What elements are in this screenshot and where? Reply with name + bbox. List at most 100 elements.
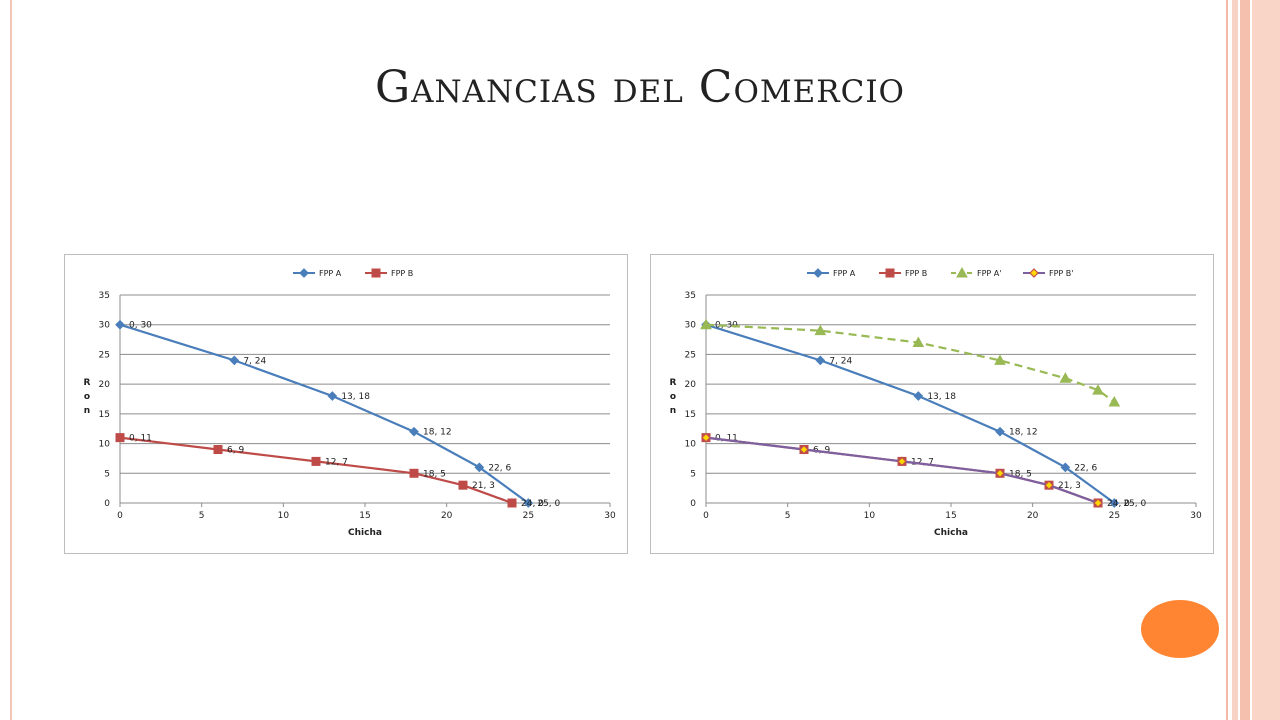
- slide-title: Ganancias del Comercio: [375, 62, 905, 113]
- legend-label: FPP B: [905, 269, 927, 278]
- data-point: [311, 456, 321, 466]
- y-tick-label: 15: [685, 410, 696, 420]
- y-tick-label: 10: [99, 440, 111, 450]
- data-label: 18, 12: [1009, 428, 1038, 438]
- series-line-fppb: [705, 436, 1099, 505]
- data-label: 22, 6: [1074, 463, 1097, 473]
- data-label: 6, 9: [813, 446, 830, 456]
- x-tick-label: 25: [523, 511, 534, 521]
- right-deco-stripe-2: [1232, 0, 1238, 720]
- legend-item: FPP A: [807, 268, 856, 278]
- legend-item: FPP B: [365, 268, 413, 278]
- x-tick-label: 20: [1027, 511, 1039, 521]
- legend-marker: [956, 266, 968, 278]
- legend-marker: [299, 268, 309, 278]
- data-point: [701, 432, 711, 443]
- data-label: 18, 5: [423, 469, 446, 479]
- x-tick-label: 0: [703, 511, 709, 521]
- data-label: 12, 7: [325, 457, 348, 467]
- data-label: 21, 3: [1058, 481, 1081, 491]
- legend-item: FPP B: [879, 268, 927, 278]
- y-tick-label: 10: [685, 440, 697, 450]
- data-point: [815, 355, 826, 366]
- data-label: 24, 0: [1107, 499, 1130, 509]
- y-tick-label: 20: [99, 380, 111, 390]
- data-point: [1060, 462, 1071, 473]
- data-point: [458, 480, 468, 490]
- x-tick-label: 15: [359, 511, 370, 521]
- series-line-fppb: [119, 436, 513, 505]
- data-point: [327, 391, 338, 401]
- data-point: [115, 433, 125, 443]
- legend-marker: [885, 268, 895, 278]
- y-tick-label: 35: [99, 291, 110, 301]
- data-label: 13, 18: [341, 392, 370, 402]
- y-tick-label: 25: [99, 350, 110, 360]
- data-point: [995, 426, 1005, 437]
- data-point: [1092, 384, 1104, 395]
- data-point: [1108, 395, 1121, 407]
- data-label: 0, 11: [129, 434, 152, 444]
- data-point: [409, 426, 419, 437]
- x-axis-label: Chicha: [934, 528, 968, 538]
- orange-circle-decoration: [1141, 600, 1219, 658]
- data-point: [474, 462, 485, 473]
- data-label: 0, 11: [715, 434, 738, 444]
- right-deco-stripe-4: [1252, 0, 1280, 720]
- x-tick-label: 10: [864, 511, 876, 521]
- legend-item: FPP B': [1023, 268, 1073, 278]
- data-label: 13, 18: [927, 392, 956, 402]
- data-point: [912, 336, 925, 348]
- data-label: 24, 0: [521, 499, 544, 509]
- legend-label: FPP B: [391, 269, 413, 278]
- y-tick-label: 0: [104, 499, 110, 509]
- legend-label: FPP A: [319, 269, 342, 278]
- y-tick-label: 30: [685, 321, 697, 331]
- x-tick-label: 15: [945, 511, 956, 521]
- y-tick-label: 30: [99, 321, 111, 331]
- left-frame-line: [10, 0, 12, 720]
- data-point: [1093, 498, 1103, 508]
- data-point: [213, 445, 223, 455]
- data-point: [995, 468, 1005, 479]
- legend-label: FPP B': [1049, 269, 1073, 278]
- legend-marker: [371, 268, 381, 278]
- data-point: [700, 318, 712, 330]
- y-tick-label: 5: [104, 469, 110, 479]
- data-point: [799, 444, 809, 455]
- data-point: [115, 319, 125, 330]
- data-label: 6, 9: [227, 446, 244, 456]
- x-tick-label: 30: [604, 511, 616, 521]
- data-label: 7, 24: [829, 356, 852, 366]
- data-label: 18, 12: [423, 428, 452, 438]
- data-label: 21, 3: [472, 481, 495, 491]
- legend-item: FPP A: [293, 268, 342, 278]
- data-point: [1044, 480, 1054, 491]
- legend-marker: [1029, 268, 1039, 278]
- data-label: 12, 7: [911, 457, 934, 467]
- x-tick-label: 5: [785, 511, 791, 521]
- series-line-fppa: [705, 323, 1115, 403]
- legend-label: FPP A: [833, 269, 856, 278]
- data-point: [1109, 498, 1120, 508]
- data-label: 25, 0: [537, 499, 560, 509]
- y-tick-label: 20: [685, 380, 697, 390]
- data-point: [523, 498, 534, 508]
- data-label: 7, 24: [243, 356, 266, 366]
- x-tick-label: 30: [1190, 511, 1202, 521]
- data-point: [994, 354, 1006, 365]
- data-point: [409, 468, 419, 478]
- chart-left-svg: 0 5 10 15 20 25 30 35 0 5 10 15 20 25 30 Chicha R o n FPP A…: [84, 268, 616, 538]
- y-tick-label: 35: [685, 291, 696, 301]
- data-point: [897, 456, 907, 467]
- right-deco-stripe-1: [1226, 0, 1228, 720]
- data-point: [913, 391, 924, 401]
- data-label: 22, 6: [488, 463, 511, 473]
- data-point: [229, 355, 240, 366]
- data-label: 25, 0: [1123, 499, 1146, 509]
- legend-marker: [813, 268, 823, 278]
- data-label: 18, 5: [1009, 469, 1032, 479]
